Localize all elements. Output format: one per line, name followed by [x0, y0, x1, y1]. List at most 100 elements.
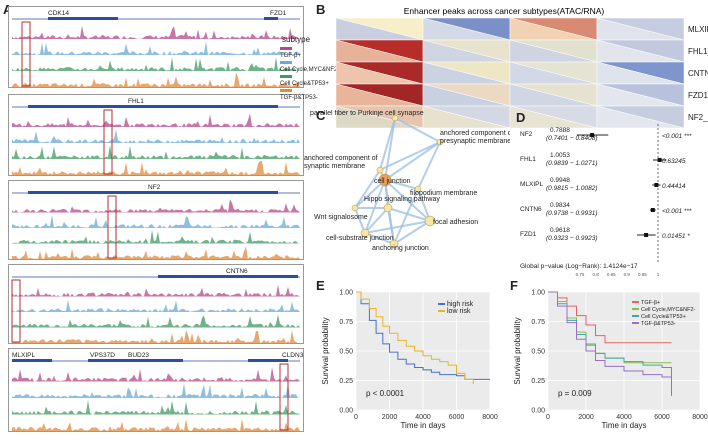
track-panel: MLXIPL VPS37D BUD23 CLDN3	[8, 348, 304, 432]
gene-model	[48, 17, 118, 20]
forest-ci: (0.9839 − 1.0271)	[546, 160, 598, 167]
network-node	[360, 228, 370, 238]
network-edge	[354, 169, 381, 209]
coverage-track	[12, 129, 300, 143]
network-node	[436, 138, 444, 146]
gene-label: NF2	[148, 184, 161, 191]
track-panel: NF2	[8, 180, 304, 260]
network-edge	[417, 141, 441, 190]
forest-point	[654, 183, 659, 187]
network-edge	[384, 141, 441, 181]
highlight-box	[21, 21, 31, 87]
y-axis-label: Survival probability	[321, 317, 330, 384]
legend-item-cellcycle-myc: Cell Cycle,MYC&NF2-	[280, 60, 339, 74]
gene-label: FHL1	[128, 98, 144, 105]
legend-label: TGF-β+	[280, 53, 301, 59]
panel-a-label: A	[3, 2, 13, 17]
forest-hr: 0.9948	[550, 177, 570, 184]
gene-label: CNTN6	[226, 268, 248, 275]
forest-pvalue: <0.001 ***	[662, 208, 692, 215]
panel-e-km-plot: 0.00 0.25 0.50 0.75 1.00 0 2000 4000 6000 8000 Tim…	[321, 290, 498, 431]
panel-c-label: C	[316, 108, 326, 123]
legend-swatch-icon	[280, 60, 292, 64]
y-tick-label: 1.00	[339, 290, 353, 297]
forest-ci: (0.9738 − 0.9931)	[546, 210, 598, 217]
panel-d-forest: NF2 0.7888(0.7401 − 0.8408) <0.001 *** FHL1…	[520, 124, 692, 277]
network-edge	[394, 117, 441, 143]
km-curve-1	[548, 291, 672, 344]
legend-swatch-icon	[632, 308, 639, 310]
forest-point	[644, 233, 649, 237]
forest-hr: 0.9834	[550, 202, 570, 209]
highlight-box	[107, 195, 117, 259]
x-tick-label: 2000	[578, 414, 594, 421]
coverage-track	[12, 41, 300, 55]
network-edge	[364, 220, 431, 234]
network-node-label: cell-substrate junction	[326, 235, 394, 242]
forest-hr: 0.7888	[550, 127, 570, 134]
legend-label: TGF-β+	[641, 300, 660, 306]
coverage-track	[12, 113, 300, 127]
network-node	[391, 114, 399, 122]
x-axis-label: Time in days	[601, 421, 646, 430]
coverage-track	[12, 161, 300, 175]
forest-pvalue: 0.01451 *	[662, 233, 690, 240]
network-node	[389, 239, 399, 249]
km-curve-2	[356, 291, 474, 385]
network-node	[424, 215, 436, 227]
forest-ci: (0.9815 − 1.0082)	[546, 185, 598, 192]
heatmap-row-label: CNTN6_m2	[688, 69, 708, 78]
gene-label: MLXIPL	[12, 352, 36, 359]
network-edge	[379, 141, 441, 171]
gene-label: CDK14	[48, 10, 69, 17]
coverage-track	[12, 246, 300, 259]
forest-gene: FZD1	[520, 231, 537, 238]
coverage-track	[12, 229, 300, 244]
forest-pvalue: <0.001 ***	[662, 133, 692, 140]
network-node	[351, 204, 359, 212]
y-tick-label: 0.50	[531, 349, 545, 356]
network-node	[376, 166, 384, 174]
heatmap-row-label: FZD1_m4	[688, 91, 708, 100]
coverage-track	[12, 199, 300, 213]
forest-point	[650, 208, 655, 212]
legend-item-tgf: TGF-β+	[280, 46, 301, 60]
forest-hr: 1.0053	[550, 152, 570, 159]
label-line: presynaptic membrane	[440, 138, 510, 145]
network-node-label: anchoring junction	[372, 245, 429, 252]
x-tick-label: 2000	[382, 414, 398, 421]
gene-label: CLDN3	[282, 352, 304, 359]
forest-tick-label: 0.75	[576, 272, 585, 277]
legend-label: Cell Cycle&TP53+	[641, 314, 686, 320]
track-panel: CNTN6	[8, 264, 304, 344]
network-edge	[364, 179, 386, 234]
network-edge	[387, 207, 431, 222]
legend-swatch-icon	[280, 46, 292, 50]
x-tick-label: 6000	[449, 414, 465, 421]
forest-tick-label: 1	[657, 272, 660, 277]
forest-tick-label: 0.95	[638, 272, 647, 277]
coverage-track	[12, 314, 300, 328]
y-tick-label: 0.25	[531, 378, 545, 385]
forest-point	[657, 158, 662, 162]
legend-label: Cell Cycle&TP53+	[280, 81, 329, 87]
network-edge	[384, 179, 431, 222]
forest-footer: Global p−value (Log−Rank): 1.4124e−17	[520, 263, 638, 270]
label-line: synaptic membrane	[304, 163, 365, 170]
coverage-track	[12, 57, 300, 71]
track-panel: FHL1	[8, 94, 304, 176]
panel-f-label: F	[510, 278, 518, 293]
panel-c-network: parallel fiber to Purkinje cell synapse a…	[304, 110, 510, 252]
legend-label: low risk	[447, 308, 471, 315]
heatmap-row-label: MLXIPL_m4	[688, 25, 708, 34]
gene-model	[264, 17, 278, 20]
forest-ci: (0.9323 − 0.9923)	[546, 235, 598, 242]
x-axis-label: Time in days	[400, 421, 445, 430]
heatmap-row-label: NF2_p2	[688, 113, 708, 122]
heatmap-cell-rna	[335, 105, 424, 128]
network-edge	[379, 117, 396, 171]
heatmap-title: Enhancer peaks across cancer subtypes(AT…	[404, 6, 605, 16]
legend-label: Cell Cycle,MYC&NF2-	[641, 307, 696, 313]
x-tick-label: 4000	[616, 414, 632, 421]
legend-label: high risk	[447, 301, 474, 308]
